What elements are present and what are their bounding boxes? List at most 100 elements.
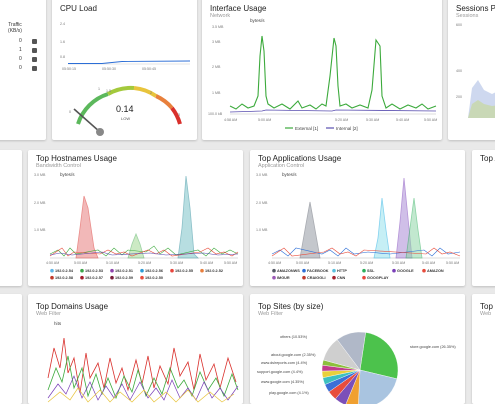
legend-item[interactable]: AMAZON [427,269,444,273]
legend-item[interactable]: 192.0.2.50 [145,276,163,280]
y-tick: 200 [456,95,462,99]
series-ssl [405,197,423,259]
cpu-gauge: 0 1 1.5 2 3 [69,85,182,136]
x-tick: 5:00 AM [74,261,87,265]
sessions-chart: 600 400 200 [456,23,495,118]
legend-internal[interactable]: Internal [2] [336,126,358,131]
unit-label: bytes/s [250,18,265,23]
legend-item[interactable]: 192.0.2.54 [55,269,74,273]
legend-item[interactable]: 192.0.2.57 [85,276,103,280]
sessions-card: Sessions Pe Sessions 600 400 200 [448,0,495,140]
card-subtitle: Application Control [258,163,305,169]
legend-swatch [110,268,114,273]
gauge-value: 0.14 [116,104,134,114]
legend-swatch [332,275,336,280]
legend-swatch [392,268,396,273]
card-title: Top C [480,302,495,311]
gauge-tick: 1.5 [106,89,111,93]
y-tick: 1.6 [60,40,65,44]
x-tick: 5:20 AM [138,261,151,265]
top-applications-card: Top Applications Usage Application Contr… [250,150,465,286]
pie-label: www.google.com (4.35%) [261,380,305,384]
card-subtitle: Web Filter [258,311,283,317]
legend-external[interactable]: External [1] [295,126,318,131]
legend-item[interactable]: SSL [367,269,375,273]
cpu-series-line [68,60,191,64]
unit-label: bytes/s [282,172,297,177]
y-tick: 2.0 MB [256,201,268,205]
applications-legend: AMAZONWS FACEBOOK HTTP SSL GOOGLE AMAZON IMGUR… [272,268,444,280]
applications-chart: bytes/s 3.0 MB 2.0 MB 1.0 MB 4:50 AM 5:0… [256,172,461,280]
table-row: 0 [0,38,40,46]
x-tick: 5:00 AM [296,261,309,265]
legend-item[interactable]: 192.0.2.53 [85,269,103,273]
series-internal [229,109,437,113]
edit-icon[interactable] [32,57,37,62]
edit-icon[interactable] [32,39,37,44]
sessions-area [468,100,495,118]
pie-slice[interactable] [336,331,366,371]
table-row: 1 [0,47,40,55]
legend-swatch [170,268,174,273]
gauge-needle [73,108,101,133]
edit-icon[interactable] [32,66,37,71]
card-title: Interface Usage [210,4,267,13]
legend-item[interactable]: GOOGPLAY [367,276,389,280]
x-tick: 05:50:15 [62,67,76,71]
traffic-value: 0 [19,65,22,71]
legend-item[interactable]: 192.0.2.52 [205,269,223,273]
x-tick: 5:10 AM [106,261,119,265]
legend-item[interactable]: 192.0.2.58 [55,276,73,280]
series-192-0-2-52 [49,251,239,256]
y-tick: 600 [456,23,462,27]
series-http [373,197,391,259]
x-tick: 5:40 AM [396,118,409,122]
legend-item[interactable]: 192.0.2.55 [175,269,193,273]
x-tick: 5:20 AM [335,118,348,122]
gauge-tick: 0 [69,110,71,114]
legend-item[interactable]: 192.0.2.56 [145,269,163,273]
series-domain [47,355,239,400]
table-row: 0 [0,56,40,64]
x-tick: 4:58 AM [224,118,237,122]
unit-label: bytes/s [60,172,75,177]
legend-swatch [200,268,204,273]
top-a-card: Top A [472,150,495,286]
legend-swatch [302,268,306,273]
pie-label: about.google.com (2.35%) [271,353,316,357]
legend-item[interactable]: CRAIGGLI [307,276,326,280]
legend-item[interactable]: IMGUR [277,276,290,280]
legend-item[interactable]: FACEBOOK [307,269,329,273]
hostnames-legend: 192.0.2.54 192.0.2.53 192.0.2.51 192.0.2.56… [50,268,223,280]
interface-usage-card: Interface Usage Network bytes/s 3.5 MB 3… [202,0,442,140]
x-tick: 5:30 AM [170,261,183,265]
x-tick: 5:30 AM [366,118,379,122]
sites-pie-chart: others (10.53%) about.google.com (2.35%)… [257,331,456,404]
hostnames-chart: bytes/s 3.0 MB 2.0 MB 1.0 MB 4:50 AM 5:0… [34,172,239,280]
legend-item[interactable]: AMAZONWS [277,269,300,273]
series-external [229,35,437,110]
y-tick: 1.0 MB [34,228,46,232]
edit-icon[interactable] [32,48,37,53]
legend-item[interactable]: 192.0.2.59 [115,276,133,280]
y-tick: 1.0 MB [256,228,268,232]
gauge-tick: 1 [98,87,100,91]
legend-swatch [140,268,144,273]
x-tick: 05:50:30 [102,67,116,71]
legend-item[interactable]: HTTP [337,269,347,273]
interface-chart: bytes/s 3.5 MB 3 MB 2 MB 1 MB 100.0 kB 4… [208,18,437,131]
gauge-hub [96,128,104,136]
cpu-load-card: CPU Load 2.4 1.6 0.8 05:50:15 05:50:30 0… [52,0,197,140]
pie-slice[interactable] [359,332,399,380]
legend-item[interactable]: 192.0.2.51 [115,269,133,273]
left-partial-card-2 [0,150,22,286]
x-tick: 4:50 AM [46,261,59,265]
y-tick: 2.0 MB [34,201,46,205]
series-amazonws [299,201,321,259]
card-subtitle: Bandwidth Control [36,163,81,169]
top-sites-card: Top Sites (by size) Web Filter others (1… [250,294,465,404]
card-title: Top Applications Usage [258,154,342,163]
legend-item[interactable]: GOOGLE [397,269,414,273]
legend-swatch [80,268,84,273]
legend-item[interactable]: CNN [337,276,345,280]
